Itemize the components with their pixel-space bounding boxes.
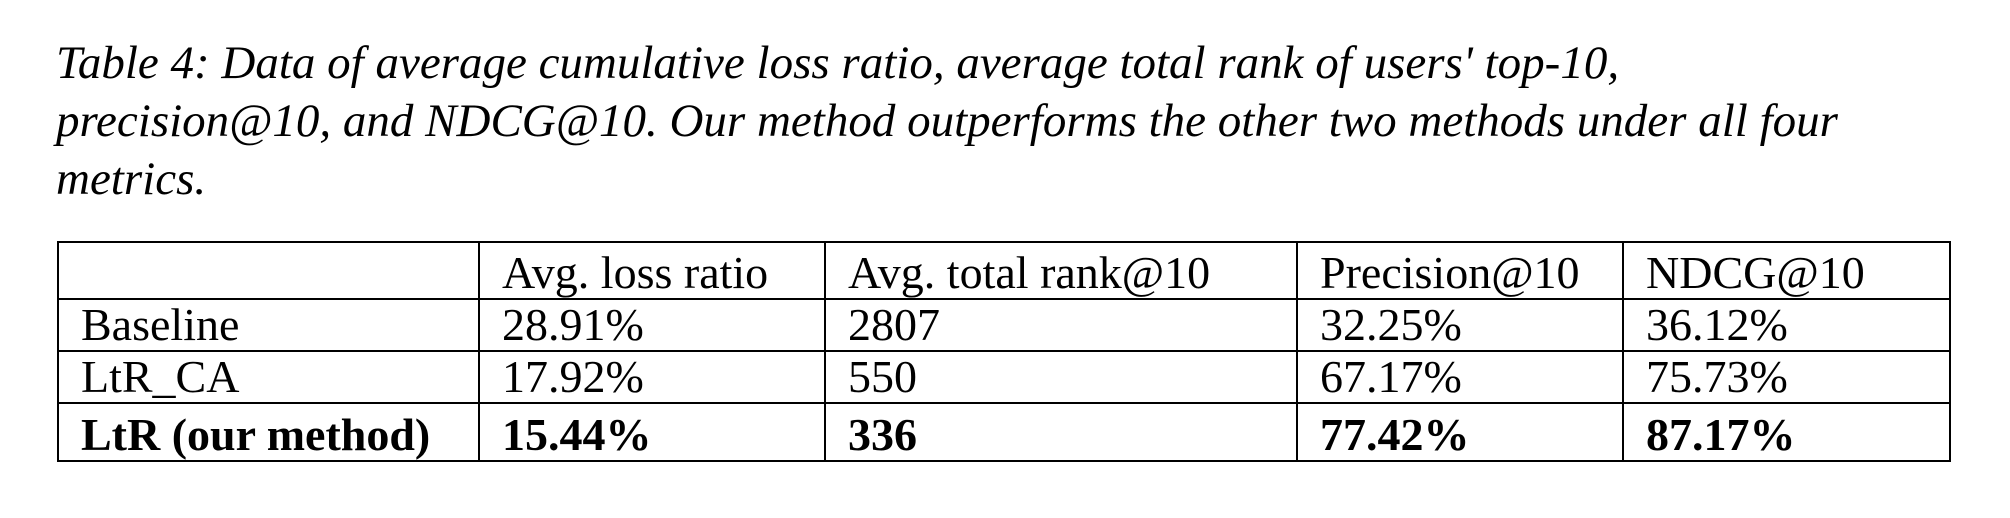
table-cell: 32.25% bbox=[1296, 298, 1624, 352]
table-header-row: Avg. loss ratio Avg. total rank@10 Preci… bbox=[57, 241, 1951, 300]
header-cell-precision: Precision@10 bbox=[1296, 241, 1624, 300]
table-cell: 77.42% bbox=[1296, 402, 1624, 462]
table-row-ltr-ca: LtR_CA 17.92% 550 67.17% 75.73% bbox=[57, 350, 1951, 404]
table-cell: 15.44% bbox=[478, 402, 826, 462]
row-label: LtR_CA bbox=[57, 350, 480, 404]
table-row-ltr-our-method: LtR (our method) 15.44% 336 77.42% 87.17… bbox=[57, 402, 1951, 462]
results-table: Avg. loss ratio Avg. total rank@10 Preci… bbox=[57, 241, 1951, 462]
table-caption: Table 4: Data of average cumulative loss… bbox=[56, 34, 1976, 208]
table-cell: 2807 bbox=[824, 298, 1298, 352]
header-cell-avg-total-rank: Avg. total rank@10 bbox=[824, 241, 1298, 300]
table-cell: 87.17% bbox=[1622, 402, 1951, 462]
header-cell-empty bbox=[57, 241, 480, 300]
table-row-baseline: Baseline 28.91% 2807 32.25% 36.12% bbox=[57, 298, 1951, 352]
table-cell: 28.91% bbox=[478, 298, 826, 352]
table-cell: 75.73% bbox=[1622, 350, 1951, 404]
caption-line-2: precision@10, and NDCG@10. Our method ou… bbox=[56, 95, 1838, 147]
table-cell: 36.12% bbox=[1622, 298, 1951, 352]
caption-line-3: metrics. bbox=[56, 153, 207, 205]
table-cell: 17.92% bbox=[478, 350, 826, 404]
table-cell: 67.17% bbox=[1296, 350, 1624, 404]
table-cell: 336 bbox=[824, 402, 1298, 462]
caption-line-1: Table 4: Data of average cumulative loss… bbox=[56, 37, 1620, 89]
header-cell-ndcg: NDCG@10 bbox=[1622, 241, 1951, 300]
row-label: LtR (our method) bbox=[57, 402, 480, 462]
row-label: Baseline bbox=[57, 298, 480, 352]
table-cell: 550 bbox=[824, 350, 1298, 404]
header-cell-avg-loss-ratio: Avg. loss ratio bbox=[478, 241, 826, 300]
